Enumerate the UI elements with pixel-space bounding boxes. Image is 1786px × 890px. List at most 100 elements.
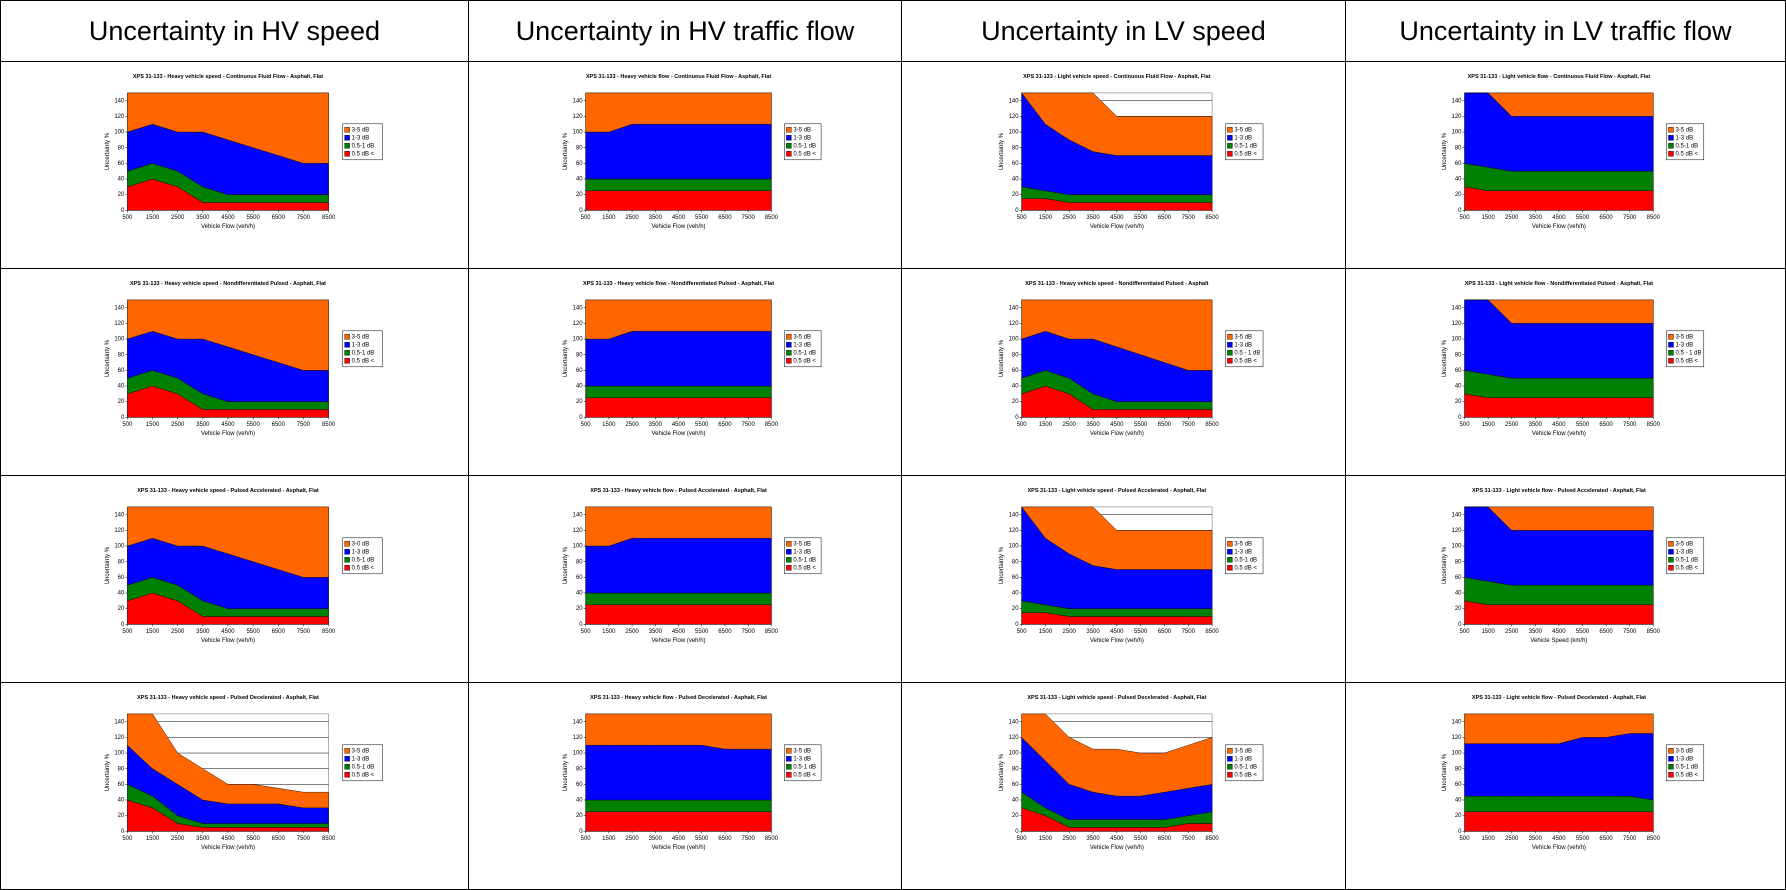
x-tick-label: 1500 <box>146 836 160 842</box>
y-tick-label: 40 <box>576 384 583 390</box>
x-tick-label: 3500 <box>1529 629 1543 635</box>
x-tick-label: 1500 <box>602 836 616 842</box>
legend-swatch <box>786 748 792 754</box>
y-tick-label: 20 <box>1455 399 1462 405</box>
y-tick-label: 0 <box>1458 415 1462 421</box>
x-tick-label: 6500 <box>718 422 732 428</box>
legend-label: 1-3 dB <box>1675 135 1693 141</box>
y-tick-label: 0 <box>1015 415 1019 421</box>
x-tick-label: 500 <box>581 629 592 635</box>
y-tick-label: 0 <box>579 622 583 628</box>
legend-label: 0.5-1 dB <box>1234 764 1257 770</box>
x-tick-label: 1500 <box>146 422 160 428</box>
x-tick-label: 6500 <box>1599 629 1613 635</box>
x-tick-label: 500 <box>1460 836 1471 842</box>
chart-title: XPS 31-133 - Heavy vehicle flow - Pulsed… <box>590 695 767 701</box>
x-tick-label: 5500 <box>1576 629 1590 635</box>
chart-cell: XPS 31-133 - Light vehicle flow - Contin… <box>1346 62 1786 269</box>
x-tick-label: 4500 <box>221 836 235 842</box>
chart: XPS 31-133 - Heavy vehicle speed - Pulse… <box>105 488 383 644</box>
x-tick-label: 6500 <box>1158 215 1172 221</box>
x-tick-label: 3500 <box>1086 629 1100 635</box>
x-tick-label: 500 <box>581 422 592 428</box>
legend-swatch <box>344 135 350 141</box>
legend-swatch <box>1227 541 1233 547</box>
y-tick-label: 0 <box>1458 622 1462 628</box>
x-tick-label: 2500 <box>1505 629 1519 635</box>
x-tick-label: 6500 <box>272 422 286 428</box>
legend-label: 3-5 dB <box>793 748 811 754</box>
y-tick-label: 60 <box>118 575 125 581</box>
y-tick-label: 60 <box>576 782 583 788</box>
y-tick-label: 60 <box>118 161 125 167</box>
legend-label: 3-5 dB <box>352 334 370 340</box>
x-tick-label: 8500 <box>765 422 779 428</box>
y-axis-label: Uncertainty % <box>999 339 1005 377</box>
x-tick-label: 500 <box>581 836 592 842</box>
y-tick-label: 100 <box>573 544 584 550</box>
legend-swatch <box>1668 350 1674 356</box>
chart: XPS 31-133 - Heavy vehicle speed - Nondi… <box>105 281 383 437</box>
x-tick-label: 6500 <box>718 215 732 221</box>
x-tick-label: 6500 <box>1158 422 1172 428</box>
chart-cell: XPS 31-133 - Light vehicle flow - Pulsed… <box>1346 683 1786 890</box>
x-axis-label: Vehicle Flow (veh/h) <box>652 431 706 437</box>
area-series <box>1021 299 1213 371</box>
x-tick-label: 6500 <box>272 629 286 635</box>
x-tick-label: 8500 <box>1205 629 1219 635</box>
y-tick-label: 80 <box>1012 766 1019 772</box>
legend-label: 0.5 dB < <box>352 565 375 571</box>
legend-label: 3-5 dB <box>1675 748 1693 754</box>
y-tick-label: 140 <box>114 98 125 104</box>
legend-label: 1-3 dB <box>352 756 370 762</box>
y-tick-label: 40 <box>1455 591 1462 597</box>
x-tick-label: 500 <box>1460 629 1471 635</box>
y-tick-label: 20 <box>576 399 583 405</box>
legend-label: 0.5-1 dB <box>352 350 375 356</box>
y-tick-label: 0 <box>579 829 583 835</box>
chart-cell: XPS 31-133 - Light vehicle speed - Conti… <box>902 62 1346 269</box>
y-axis-label: Uncertainty % <box>999 546 1005 584</box>
legend-label: 1-3 dB <box>793 135 811 141</box>
y-tick-label: 100 <box>1009 130 1020 136</box>
x-tick-label: 8500 <box>765 629 779 635</box>
legend-swatch <box>1668 756 1674 762</box>
legend-swatch <box>1668 549 1674 555</box>
chart-cell: XPS 31-133 - Heavy vehicle flow - Contin… <box>469 62 902 269</box>
y-axis-label: Uncertainty % <box>105 339 111 377</box>
y-tick-label: 120 <box>1452 735 1463 741</box>
area-series <box>585 385 772 398</box>
x-tick-label: 2500 <box>625 215 639 221</box>
area-series <box>127 506 329 578</box>
x-tick-label: 2500 <box>1063 629 1077 635</box>
y-tick-label: 40 <box>576 798 583 804</box>
legend-label: 3-5 dB <box>1234 334 1252 340</box>
legend-swatch <box>1668 748 1674 754</box>
legend-swatch <box>344 557 350 563</box>
x-tick-label: 7500 <box>297 215 311 221</box>
y-axis-label: Uncertainty % <box>105 546 111 584</box>
y-tick-label: 20 <box>1012 606 1019 612</box>
y-tick-label: 60 <box>576 161 583 167</box>
x-tick-label: 7500 <box>297 629 311 635</box>
x-tick-label: 1500 <box>1039 836 1053 842</box>
y-tick-label: 60 <box>1455 368 1462 374</box>
x-tick-label: 1500 <box>602 422 616 428</box>
legend-label: 3-5 dB <box>1675 541 1693 547</box>
legend-swatch <box>786 756 792 762</box>
x-tick-label: 7500 <box>742 629 756 635</box>
y-tick-label: 80 <box>118 559 125 565</box>
x-tick-label: 7500 <box>1182 422 1196 428</box>
y-tick-label: 100 <box>114 544 125 550</box>
y-tick-label: 20 <box>1012 813 1019 819</box>
y-tick-label: 80 <box>1455 559 1462 565</box>
legend-swatch <box>1227 350 1233 356</box>
y-tick-label: 20 <box>118 813 125 819</box>
y-tick-label: 120 <box>114 114 125 120</box>
x-tick-label: 1500 <box>1481 215 1495 221</box>
x-tick-label: 1500 <box>602 629 616 635</box>
y-tick-label: 20 <box>1455 606 1462 612</box>
y-tick-label: 0 <box>579 208 583 214</box>
x-tick-label: 4500 <box>221 422 235 428</box>
legend-swatch <box>1668 565 1674 571</box>
